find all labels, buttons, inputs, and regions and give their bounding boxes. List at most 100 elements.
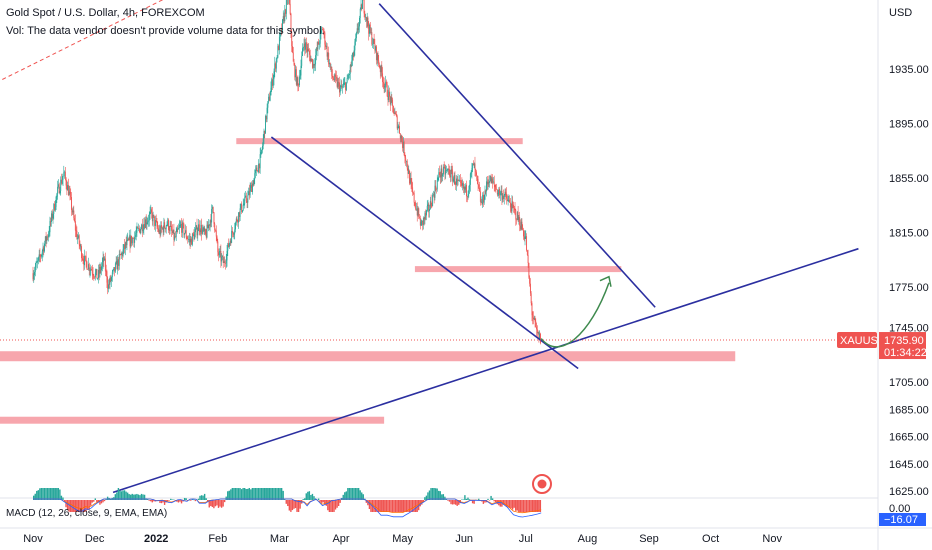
candle-body (372, 38, 374, 44)
macd-bar (48, 488, 50, 500)
candle-body (519, 225, 521, 230)
resistance-zone-2[interactable] (414, 266, 622, 273)
candle-body (442, 166, 444, 175)
candle-body (178, 226, 180, 229)
candle-body (406, 161, 408, 169)
candle-body (532, 315, 534, 318)
macd-bar (168, 500, 170, 501)
candle-body (234, 229, 236, 234)
candle-body (283, 16, 285, 21)
candle-body (101, 266, 102, 271)
macd-bar (193, 499, 195, 501)
macd-bar (387, 500, 389, 512)
candle-body (298, 84, 300, 86)
macd-bar (407, 500, 409, 512)
projection-arrow[interactable] (540, 282, 610, 348)
macd-bar (183, 497, 186, 500)
candle-body (197, 231, 199, 236)
candle-body (36, 262, 38, 263)
macd-bar (120, 491, 123, 500)
candle-body (48, 232, 50, 235)
candle-body (37, 257, 39, 261)
macd-label[interactable]: MACD (12, 26, close, 9, EMA, EMA) (6, 508, 168, 519)
macd-bar (287, 500, 289, 507)
candle-body (501, 190, 503, 200)
candle-body (239, 208, 241, 218)
macd-bar (57, 488, 60, 500)
candle-body (325, 45, 327, 47)
macd-bar (170, 498, 172, 500)
candle-body (484, 190, 486, 200)
macd-bar (68, 500, 70, 512)
candle-body (296, 77, 298, 85)
macd-bar (176, 500, 178, 502)
candle-body (175, 231, 177, 238)
macd-bar (296, 500, 298, 512)
macd-bar (71, 500, 73, 512)
candle-body (191, 233, 193, 245)
macd-bar (143, 494, 146, 500)
candle-body (457, 180, 459, 182)
trendline-1[interactable] (270, 136, 579, 370)
resistance-zone-4[interactable] (0, 416, 385, 424)
resistance-zone-3[interactable] (0, 351, 736, 362)
candle-body (395, 112, 397, 115)
trendline-2[interactable] (378, 3, 656, 308)
currency-label[interactable]: USD (889, 7, 912, 19)
macd-bar (123, 490, 126, 500)
resistance-zone-1[interactable] (236, 138, 523, 145)
candle-body (344, 82, 346, 84)
candle-body (148, 214, 150, 221)
macd-bar (438, 490, 440, 500)
candle-body (462, 183, 464, 186)
candle-body (490, 175, 492, 184)
macd-bar (361, 492, 363, 500)
candle-body (97, 278, 99, 279)
trendline-3[interactable] (112, 247, 859, 494)
macd-bar (150, 500, 152, 502)
candle-body (117, 259, 119, 270)
candle-body (61, 179, 62, 184)
candle-body (421, 220, 423, 222)
candle-body (176, 228, 178, 232)
candle-body (170, 225, 172, 227)
candle-body (385, 81, 387, 86)
candle-body (70, 193, 72, 198)
candle-body (215, 230, 217, 237)
candle-body (230, 240, 232, 243)
candle-body (235, 218, 237, 223)
candle-body (315, 55, 317, 65)
candle-body (112, 269, 114, 273)
symbol-title[interactable]: Gold Spot / U.S. Dollar, 4h, FOREXCOM (6, 7, 205, 19)
candle-body (258, 163, 260, 169)
candle-body (406, 161, 407, 162)
macd-bar (518, 500, 520, 512)
macd-bar (348, 488, 351, 500)
candle-body (393, 113, 395, 114)
candle-body (124, 242, 126, 249)
candle-body (448, 169, 450, 170)
macd-bar (270, 488, 272, 500)
candle-body (205, 234, 207, 238)
macd-bar (159, 500, 161, 503)
candle-body (520, 221, 522, 230)
macd-bar (89, 500, 92, 506)
candle-body (375, 46, 377, 51)
macd-bar (43, 488, 46, 500)
macd-bar (245, 489, 247, 500)
macd-bar (74, 500, 76, 512)
macd-bar (251, 488, 254, 500)
candle-body (460, 180, 462, 184)
candle-body (204, 229, 206, 232)
symbol-tag[interactable] (837, 332, 877, 349)
candle-body (481, 201, 483, 205)
candle-body (524, 236, 526, 240)
candle-body (506, 198, 508, 202)
candle-body (342, 84, 344, 87)
candle-body (399, 126, 400, 134)
macd-bar (538, 500, 540, 512)
candle-body (65, 178, 67, 186)
macd-bar (128, 494, 130, 500)
candle-body (64, 171, 66, 179)
